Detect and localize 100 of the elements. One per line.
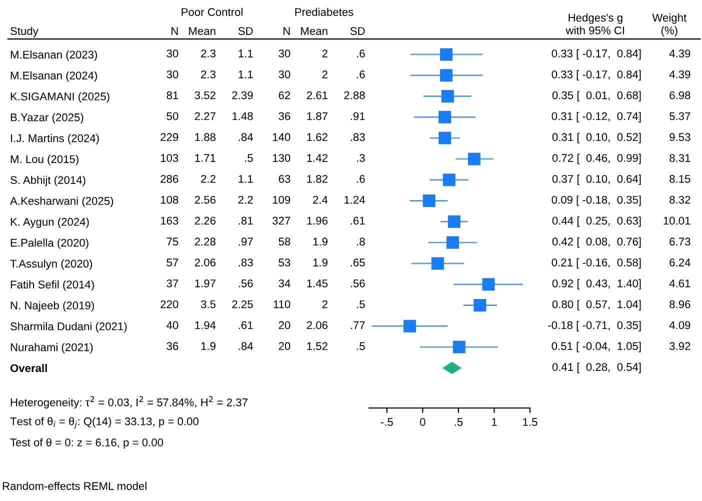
- text: .84: [238, 133, 253, 142]
- text: 0.92 [ 0.43, 1.40]: [552, 279, 641, 290]
- y-tick-label: N. Najeeb (2019): [10, 301, 94, 312]
- text: 1.1: [238, 175, 253, 183]
- text: 1.24: [344, 196, 365, 204]
- text: 327: [272, 216, 290, 225]
- text: 63: [278, 174, 290, 183]
- text: .61: [350, 216, 365, 225]
- text: .6: [357, 174, 365, 183]
- text: Random-effects REML model: [2, 482, 146, 490]
- text: 2.3: [201, 50, 216, 58]
- x-tick-label: 1.5: [523, 418, 538, 426]
- text: 6.98: [670, 91, 690, 100]
- text: 5.37: [670, 112, 690, 120]
- text: .97: [238, 238, 253, 246]
- text: 81: [166, 91, 178, 100]
- text: 163: [160, 216, 178, 225]
- point: [438, 132, 452, 144]
- text: 3.52: [194, 91, 216, 100]
- y-tick-label: K. Aygun (2024): [10, 218, 89, 228]
- text: Test of θ = 0: z = 6.16, p = 0.00: [10, 438, 164, 449]
- text: 2.88: [344, 91, 365, 100]
- text: .5: [357, 342, 365, 350]
- y-tick-label: Sharmila Dudani (2021): [10, 322, 127, 332]
- text: 34: [278, 279, 290, 288]
- text: 75: [166, 238, 178, 246]
- text: 1.82: [307, 174, 328, 183]
- text: 10.01: [664, 216, 690, 225]
- y-tick-label: M.Elsanan (2023): [10, 50, 98, 61]
- text: 1.42: [307, 154, 328, 162]
- x-tick-label: 1: [492, 418, 497, 426]
- text: .83: [238, 258, 253, 266]
- text: 0.80 [ 0.57, 1.04]: [552, 300, 641, 310]
- text: 130: [272, 154, 290, 162]
- text: 36: [278, 112, 290, 120]
- text: 8.15: [670, 174, 690, 183]
- text: .56: [238, 279, 253, 288]
- text: 30: [166, 70, 178, 78]
- text: 0.42 [ 0.08, 0.76]: [552, 237, 641, 248]
- y-tick-label: S. Abhijt (2014): [10, 176, 86, 186]
- text: 62: [278, 91, 290, 100]
- text: 1.1: [238, 50, 253, 58]
- text: 109: [272, 196, 290, 204]
- text: 1.1: [238, 70, 253, 78]
- y-tick-label: M.Elsanan (2024): [10, 71, 98, 82]
- text: .77: [350, 321, 365, 330]
- text: 20: [278, 342, 290, 350]
- x-tick-label: SD: [350, 27, 365, 35]
- text: 2.56: [194, 196, 216, 204]
- text: 220: [160, 300, 178, 308]
- y-axis-title: Study: [10, 26, 38, 38]
- text: 0.72 [ 0.46, 0.99]: [552, 154, 641, 164]
- text: 2.27: [194, 112, 216, 120]
- point: [422, 194, 436, 207]
- text: 8.31: [670, 154, 690, 162]
- y-tick-label: Overall: [10, 364, 47, 372]
- y-tick-label: A.Kesharwani (2025): [10, 196, 114, 208]
- text: 1.52: [307, 342, 328, 350]
- x-tick-label: -.5: [380, 418, 393, 426]
- text: 0.37 [ 0.10, 0.64]: [552, 174, 641, 186]
- text: .6: [357, 70, 365, 78]
- text: 1.62: [307, 133, 328, 142]
- text: 1.9: [313, 238, 328, 246]
- text: 286: [160, 174, 178, 183]
- text: .8: [357, 238, 365, 246]
- text: .65: [350, 258, 365, 266]
- y-tick-label: B.Yazar (2025): [10, 113, 84, 124]
- text: 8.32: [670, 196, 690, 204]
- point: [474, 299, 486, 312]
- text: 0.33 [ -0.17, 0.84]: [552, 70, 641, 81]
- text: 2.61: [306, 91, 328, 100]
- text: 2.3: [201, 70, 216, 78]
- point: [452, 340, 466, 354]
- text: Prediabetes: [295, 8, 354, 16]
- x-tick-label: Mean: [301, 27, 328, 35]
- text: 37: [166, 279, 178, 288]
- text: 40: [166, 321, 178, 330]
- text: 2: [322, 50, 328, 58]
- text: 1.71: [195, 154, 216, 162]
- text: 8.96: [670, 300, 690, 308]
- text: .84: [238, 342, 253, 350]
- x-tick-label: Mean: [189, 27, 216, 35]
- text: .3: [357, 154, 365, 162]
- text: 4.39: [669, 50, 690, 58]
- x-tick-label: .5: [454, 418, 463, 426]
- text: Test of θ$_{i}$ = θ$_{j}$: Q(14) = 33.13, p = 0.00: [10, 417, 198, 429]
- text: 57: [166, 258, 178, 266]
- y-tick-label: Fatih Sefil (2014): [10, 280, 94, 291]
- text: .83: [350, 133, 365, 142]
- text: 0.31 [ 0.10, 0.52]: [552, 132, 641, 144]
- text: 36: [166, 342, 178, 350]
- text: 30: [278, 70, 290, 78]
- text: 2.25: [232, 300, 253, 308]
- point: [468, 152, 480, 166]
- point: [442, 174, 456, 186]
- text: .91: [350, 112, 365, 120]
- x-tick-label: Weight (%): [652, 13, 687, 37]
- x-tick-label: 0: [420, 418, 426, 426]
- text: .81: [238, 216, 253, 225]
- text: 0.44 [ 0.25, 0.63]: [552, 216, 641, 227]
